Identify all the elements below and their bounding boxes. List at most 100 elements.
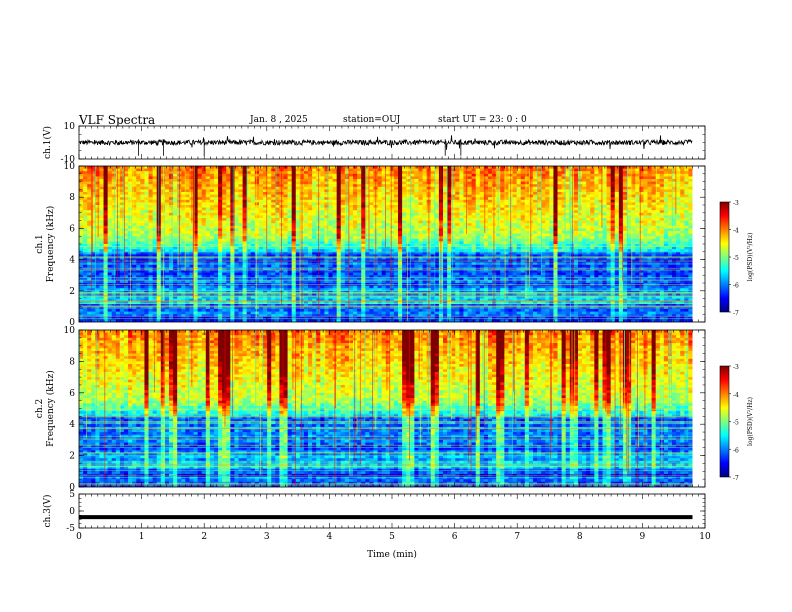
spectrogram-cell bbox=[434, 207, 440, 211]
spectrogram-cell bbox=[107, 205, 113, 208]
spectrogram-cell bbox=[340, 218, 346, 221]
spectrogram-cell bbox=[381, 236, 387, 240]
spectrogram-cell bbox=[389, 220, 395, 224]
spectrogram-cell bbox=[602, 189, 607, 193]
spectrogram-cell bbox=[676, 225, 681, 229]
spectrogram-cell bbox=[291, 228, 297, 232]
spectrogram-cell bbox=[263, 166, 268, 169]
spectrogram-cell bbox=[238, 194, 243, 198]
spectrogram-cell bbox=[459, 220, 464, 224]
spectrogram-cell bbox=[635, 179, 640, 182]
spectrogram-cell bbox=[107, 228, 113, 232]
spectrogram-cell bbox=[549, 238, 554, 242]
spectrogram-cell bbox=[520, 192, 526, 195]
spectrogram-cell bbox=[234, 197, 239, 201]
spectrogram-cell bbox=[152, 212, 158, 216]
spectrogram-cell bbox=[594, 202, 599, 206]
spectrogram-cell bbox=[197, 176, 203, 180]
spectrogram-cell bbox=[561, 236, 567, 240]
spectrogram-cell bbox=[197, 218, 203, 221]
spectrogram-cell bbox=[443, 186, 448, 190]
spectrogram-cell bbox=[586, 223, 591, 227]
spectrogram-cell bbox=[631, 244, 636, 247]
spectrogram-cell bbox=[197, 231, 203, 234]
spectrogram-cell bbox=[320, 233, 325, 237]
spectrogram-cell bbox=[406, 231, 411, 234]
spectrogram-cell bbox=[173, 168, 178, 172]
spectrogram-cell bbox=[487, 236, 493, 240]
spectrogram-cell bbox=[336, 220, 342, 224]
spectrogram-cell bbox=[496, 238, 501, 242]
spectrogram-cell bbox=[226, 176, 231, 180]
spectrogram-cell bbox=[201, 241, 207, 245]
spectrogram-cell bbox=[500, 220, 505, 224]
spectrogram-cell bbox=[631, 205, 636, 208]
spectrogram-cell bbox=[254, 192, 260, 195]
spectrogram-cell bbox=[651, 184, 657, 188]
spectrogram-cell bbox=[132, 168, 137, 172]
spectrogram-cell bbox=[164, 241, 170, 245]
spectrogram-cell bbox=[451, 168, 456, 172]
spectrogram-cell bbox=[504, 231, 509, 234]
spectrogram-cell bbox=[115, 246, 121, 250]
spectrogram-cell bbox=[655, 205, 661, 208]
spectrogram-cell bbox=[258, 202, 264, 206]
spectrogram-cell bbox=[590, 181, 595, 185]
spectrogram-cell bbox=[320, 166, 325, 169]
spectrogram-cell bbox=[173, 241, 178, 245]
spectrogram-cell bbox=[598, 181, 603, 185]
spectrogram-cell bbox=[83, 194, 88, 198]
spectrogram-cell bbox=[246, 189, 252, 193]
spectrogram-cell bbox=[647, 231, 652, 234]
spectrogram-cell bbox=[275, 176, 280, 180]
spectrogram-cell bbox=[479, 202, 485, 206]
spectrogram-cell bbox=[275, 215, 280, 219]
spectrogram-cell bbox=[463, 197, 468, 201]
spectrogram-cell bbox=[381, 231, 387, 234]
spectrogram-cell bbox=[103, 218, 109, 221]
spectrogram-cell bbox=[430, 225, 436, 229]
spectrogram-cell bbox=[537, 212, 542, 216]
spectrogram-cell bbox=[132, 244, 137, 247]
spectrogram-cell bbox=[385, 176, 391, 180]
spectrogram-cell bbox=[348, 186, 354, 190]
spectrogram-cell bbox=[308, 238, 313, 242]
spectrogram-cell bbox=[414, 207, 419, 211]
spectrogram-cell bbox=[271, 218, 276, 221]
spectrogram-cell bbox=[594, 220, 599, 224]
spectrogram-cell bbox=[283, 212, 288, 216]
spectrogram-cell bbox=[83, 228, 88, 232]
spectrogram-cell bbox=[561, 192, 567, 195]
spectrogram-cell bbox=[586, 215, 591, 219]
spectrogram-cell bbox=[324, 176, 329, 180]
spectrogram-cell bbox=[197, 199, 203, 203]
spectrogram-cell bbox=[254, 218, 260, 221]
spectrogram-cell bbox=[655, 236, 661, 240]
spectrogram-cell bbox=[667, 166, 673, 169]
spectrogram-cell bbox=[123, 231, 129, 234]
spectrogram-cell bbox=[107, 220, 113, 224]
spectrogram-cell bbox=[328, 186, 333, 190]
spectrogram-cell bbox=[443, 246, 448, 250]
spectrogram-cell bbox=[389, 244, 395, 247]
spectrogram-cell bbox=[430, 241, 436, 245]
spectrogram-cell bbox=[148, 231, 154, 234]
spectrogram-cell bbox=[226, 171, 231, 175]
spectrogram-cell bbox=[140, 199, 145, 203]
spectrogram-cell bbox=[79, 228, 84, 232]
spectrogram-cell bbox=[418, 223, 423, 227]
spectrogram-cell bbox=[398, 233, 403, 237]
spectrogram-cell bbox=[242, 233, 248, 237]
spectrogram-cell bbox=[140, 210, 145, 214]
spectrogram-cell bbox=[107, 212, 113, 216]
spectrogram-cell bbox=[463, 244, 468, 247]
spectrogram-cell bbox=[602, 210, 607, 214]
spectrogram-cell bbox=[663, 179, 669, 182]
spectrogram-cell bbox=[230, 210, 235, 214]
spectrogram-cell bbox=[688, 205, 693, 208]
spectrogram-cell bbox=[512, 238, 518, 242]
spectrogram-cell bbox=[291, 231, 297, 234]
spectrogram-cell bbox=[487, 194, 493, 198]
spectrogram-cell bbox=[328, 176, 333, 180]
spectrogram-cell bbox=[123, 205, 129, 208]
